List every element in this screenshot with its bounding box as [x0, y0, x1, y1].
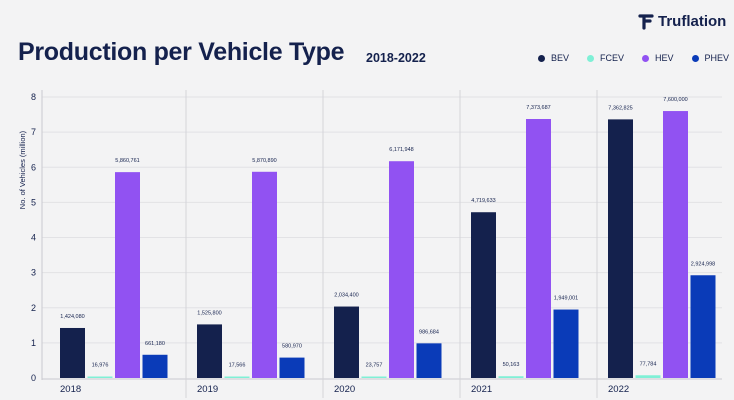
legend-item-fcev: FCEV: [587, 53, 624, 63]
data-label: 1,949,001: [554, 296, 578, 302]
data-label: 986,684: [419, 329, 439, 335]
data-label: 17,566: [229, 363, 246, 369]
bar-phev-2022: [690, 275, 716, 378]
x-tick-label: 2019: [197, 384, 218, 395]
bar-hev-2020: [389, 161, 414, 378]
y-tick-label: 8: [31, 92, 36, 102]
bar-bev-2019: [197, 324, 222, 378]
legend-label: HEV: [655, 53, 674, 63]
legend-swatch: [642, 54, 650, 62]
legend-item-bev: BEV: [538, 53, 569, 63]
data-label: 16,976: [92, 363, 109, 369]
bar-phev-2021: [553, 309, 579, 378]
legend: BEV FCEV HEV PHEV: [538, 53, 729, 63]
data-label: 580,970: [282, 344, 302, 350]
bar-phev-2020: [416, 343, 442, 378]
bar-bev-2021: [471, 212, 496, 378]
data-label: 7,600,000: [663, 97, 687, 103]
y-tick-label: 0: [31, 373, 36, 383]
bar-phev-2019: [279, 357, 305, 378]
y-tick-label: 5: [31, 197, 36, 207]
data-label: 6,171,948: [389, 147, 413, 153]
legend-item-hev: HEV: [642, 53, 674, 63]
data-label: 1,525,800: [197, 310, 221, 316]
truflation-logo: Truflation: [638, 12, 726, 30]
brand-name: Truflation: [658, 12, 727, 30]
x-tick-label: 2021: [471, 384, 492, 395]
x-tick-label: 2022: [608, 384, 629, 395]
data-label: 1,424,080: [60, 314, 84, 320]
x-tick-label: 2020: [334, 384, 355, 395]
data-label: 4,719,633: [471, 198, 495, 204]
bar-bev-2020: [334, 306, 359, 378]
y-tick-label: 4: [31, 233, 36, 243]
legend-item-phev: PHEV: [691, 53, 730, 63]
data-label: 2,034,400: [334, 293, 358, 299]
bar-fcev-2021: [498, 376, 524, 378]
y-tick-label: 6: [31, 162, 36, 172]
legend-label: PHEV: [704, 53, 730, 63]
data-label: 7,362,825: [608, 105, 632, 111]
data-label: 661,180: [145, 341, 165, 347]
bar-fcev-2022: [635, 375, 661, 378]
bar-bev-2018: [60, 327, 85, 378]
bar-bev-2022: [608, 119, 633, 379]
data-label: 5,870,890: [252, 158, 276, 164]
y-tick-label: 1: [31, 338, 36, 348]
bar-hev-2021: [526, 118, 551, 379]
data-label: 2,924,998: [691, 261, 715, 267]
bar-fcev-2019: [224, 376, 250, 378]
data-label: 50,163: [503, 362, 520, 368]
y-axis-label: No. of Vehicles (million): [18, 130, 27, 209]
truflation-logo-icon: [638, 14, 654, 30]
x-tick-label: 2018: [60, 384, 81, 395]
y-tick-label: 2: [31, 303, 36, 313]
bar-fcev-2020: [361, 376, 387, 378]
bar-phev-2018: [142, 354, 168, 378]
y-tick-label: 7: [31, 127, 36, 137]
legend-swatch: [691, 54, 699, 62]
bar-hev-2019: [252, 171, 277, 378]
bar-fcev-2018: [87, 376, 113, 378]
data-label: 77,784: [640, 361, 657, 367]
chart-subtitle: 2018-2022: [366, 51, 426, 65]
legend-swatch: [538, 54, 545, 62]
data-label: 23,757: [366, 363, 383, 369]
y-tick-label: 3: [31, 268, 36, 278]
legend-label: BEV: [551, 53, 570, 63]
chart-title: Production per Vehicle Type: [18, 38, 345, 66]
data-label: 7,373,687: [526, 105, 550, 111]
data-label: 5,860,761: [115, 158, 139, 164]
bar-hev-2018: [115, 172, 140, 378]
legend-swatch: [587, 54, 595, 62]
bar-hev-2022: [663, 111, 688, 379]
legend-label: FCEV: [600, 53, 625, 63]
